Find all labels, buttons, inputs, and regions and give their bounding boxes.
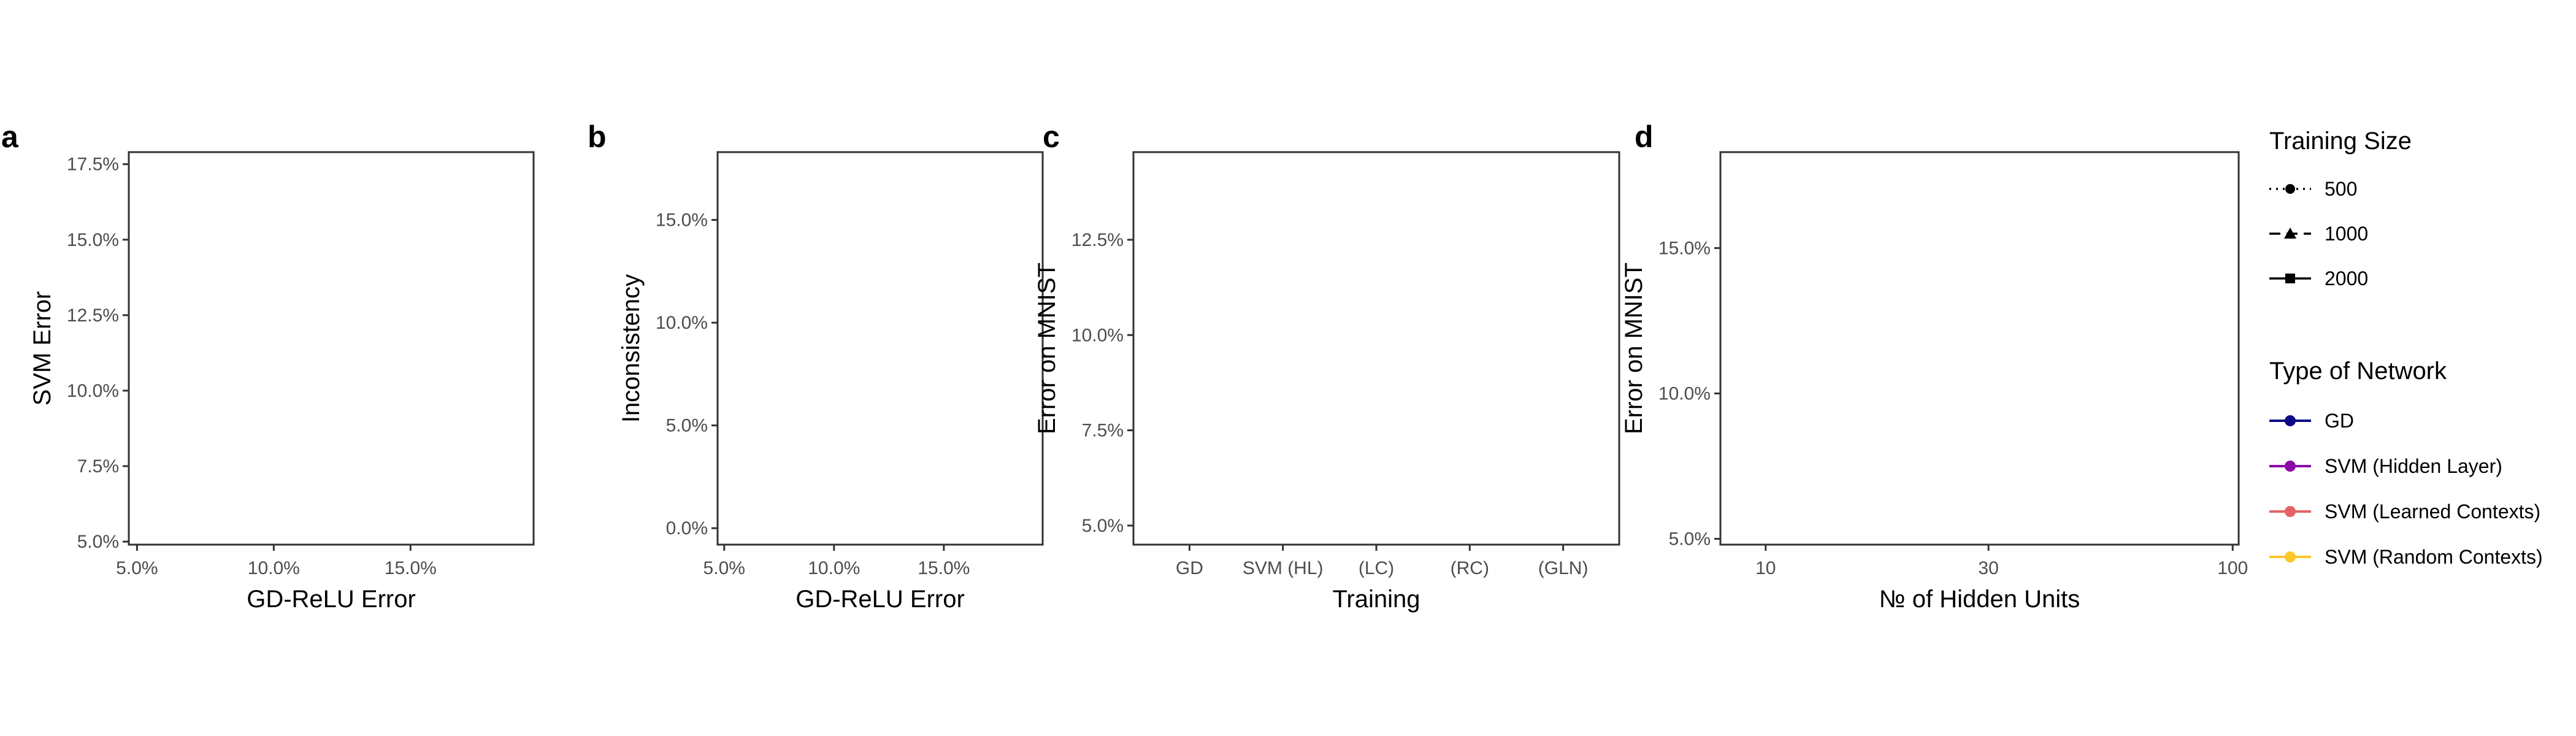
x-tick-label: (LC) [1359, 558, 1394, 578]
panel-d-tag: d [1635, 120, 1654, 154]
panel-d: 5.0% 10.0% 15.0% 10 30 100 № of Hidden Units Er… [1620, 151, 2248, 613]
y-tick-label: 12.5% [67, 305, 119, 326]
y-tick-label: 15.0% [67, 230, 119, 250]
x-axis-title: Training [1332, 586, 1420, 613]
y-tick-label: 17.5% [67, 155, 119, 175]
x-tick-label: 10.0% [248, 558, 300, 578]
x-tick-label: 30 [1978, 558, 1998, 578]
y-axis-title: Error on MNIST [1033, 263, 1060, 434]
panel-b-tag: b [588, 120, 607, 154]
x-tick-label: GD [1176, 558, 1203, 578]
y-tick-label: 0.0% [666, 518, 708, 539]
legend-key-marker [2285, 551, 2296, 562]
x-axis-title: № of Hidden Units [1879, 586, 2080, 613]
y-tick-label: 12.5% [1071, 230, 1124, 250]
y-tick-label: 5.0% [666, 416, 708, 436]
panel-c: 5.0% 7.5% 10.0% 12.5% GD SVM (HL) (LC) (RC) (GLN… [1033, 151, 1620, 613]
y-axis-title: Error on MNIST [1620, 263, 1647, 434]
legend-network-label: GD [2325, 410, 2354, 432]
x-tick-label: 15.0% [918, 558, 970, 578]
x-tick-label: (RC) [1451, 558, 1489, 578]
panel-c-tag: c [1043, 120, 1060, 154]
panel-a: 5.0% 7.5% 10.0% 12.5% 15.0% 17.5% 5.0% 10.0% 15.… [29, 151, 535, 613]
x-tick-label: 100 [2217, 558, 2248, 578]
legend-key-marker [2285, 184, 2295, 194]
panel-border [1132, 151, 1620, 546]
panel-border [128, 151, 535, 546]
x-tick-label: 10 [1755, 558, 1776, 578]
panel-a-tag: a [1, 120, 19, 154]
y-axis-title: SVM Error [29, 291, 56, 406]
y-tick-label: 15.0% [656, 210, 708, 231]
x-tick-label: 5.0% [116, 558, 158, 578]
y-tick-label: 10.0% [1071, 325, 1124, 345]
y-tick-label: 7.5% [1082, 421, 1124, 441]
y-tick-label: 5.0% [1082, 516, 1124, 536]
x-axis-title: GD-ReLU Error [795, 586, 965, 613]
legend: Training Size 500 1000 2000 Type of Network G… [2269, 128, 2543, 568]
x-tick-label: SVM (HL) [1243, 558, 1324, 578]
legend-size-title: Training Size [2269, 128, 2412, 155]
legend-key-marker [2285, 415, 2296, 426]
legend-key-marker [2285, 506, 2296, 517]
legend-network-label: SVM (Learned Contexts) [2325, 500, 2540, 523]
y-tick-label: 10.0% [67, 381, 119, 401]
legend-size-label: 1000 [2325, 223, 2368, 245]
legend-key-marker [2284, 228, 2296, 239]
x-tick-label: (GLN) [1538, 558, 1589, 578]
x-tick-label: 10.0% [808, 558, 860, 578]
panel-border [1719, 151, 2240, 546]
panel-border [716, 151, 1044, 546]
x-tick-label: 5.0% [703, 558, 745, 578]
panel-b: 0.0% 5.0% 10.0% 15.0% 5.0% 10.0% 15.0% GD-ReLU … [618, 151, 1044, 613]
legend-key-marker [2285, 461, 2296, 472]
x-tick-label: 15.0% [385, 558, 437, 578]
y-tick-label: 5.0% [77, 532, 119, 552]
legend-network-label: SVM (Random Contexts) [2325, 546, 2543, 568]
y-tick-label: 10.0% [1658, 383, 1711, 404]
legend-network-label: SVM (Hidden Layer) [2325, 455, 2502, 477]
legend-key-marker [2285, 274, 2295, 283]
y-tick-label: 7.5% [77, 456, 119, 477]
legend-network-title: Type of Network [2269, 358, 2447, 385]
y-tick-label: 5.0% [1669, 529, 1711, 550]
legend-size-label: 2000 [2325, 267, 2368, 289]
y-tick-label: 15.0% [1658, 238, 1711, 258]
legend-size-label: 500 [2325, 178, 2357, 200]
x-axis-title: GD-ReLU Error [247, 586, 416, 613]
y-tick-label: 10.0% [656, 313, 708, 333]
y-axis-title: Inconsistency [618, 274, 645, 423]
